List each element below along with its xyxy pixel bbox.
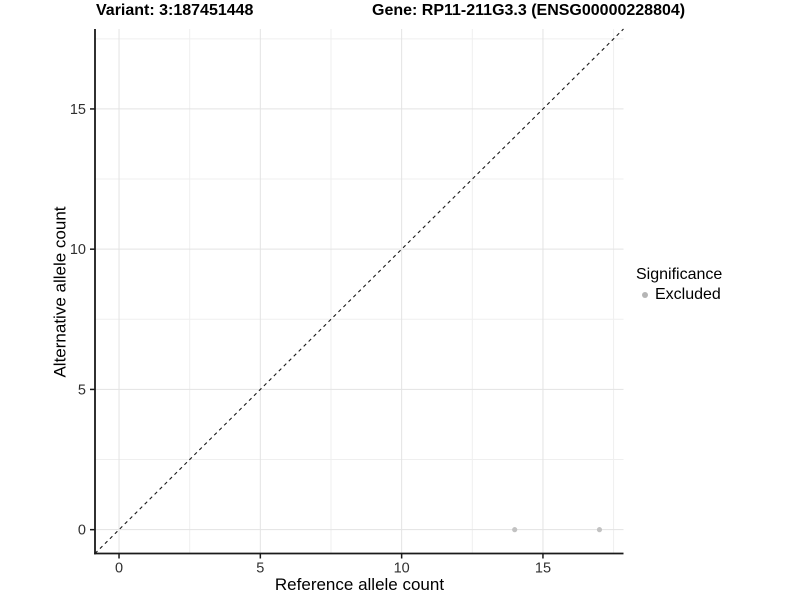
- major-gridlines: [95, 29, 624, 554]
- x-tick-label: 5: [256, 561, 264, 577]
- minor-gridlines: [95, 29, 624, 554]
- y-axis-title: Alternative allele count: [50, 206, 70, 378]
- axis-lines: [94, 29, 624, 555]
- y-tick-label: 10: [70, 242, 86, 258]
- legend-title: Significance: [636, 266, 723, 283]
- legend-item-excluded: Excluded: [636, 286, 722, 304]
- y-tick-label: 0: [78, 523, 86, 539]
- data-points: [512, 527, 603, 533]
- legend-item-label: Excluded: [655, 286, 721, 303]
- data-point: [512, 527, 518, 533]
- x-tick-labels: 0 5 10 15: [115, 561, 551, 577]
- x-tick-label: 15: [535, 561, 551, 577]
- x-tick-label: 10: [394, 561, 410, 577]
- identity-dashed-line: [94, 28, 624, 554]
- legend: Significance Excluded: [636, 266, 722, 304]
- tick-marks: [90, 108, 544, 559]
- y-tick-label: 15: [70, 102, 86, 118]
- y-tick-labels: 0 5 10 15: [70, 102, 86, 539]
- data-point: [596, 527, 603, 533]
- gene-title: Gene: RP11-211G3.3 (ENSG00000228804): [372, 2, 686, 19]
- legend-key-dot-icon: [642, 292, 648, 298]
- x-axis-title: Reference allele count: [274, 575, 445, 594]
- x-tick-label: 0: [115, 561, 123, 577]
- y-tick-label: 5: [78, 382, 86, 398]
- variant-title: Variant: 3:187451448: [96, 2, 254, 19]
